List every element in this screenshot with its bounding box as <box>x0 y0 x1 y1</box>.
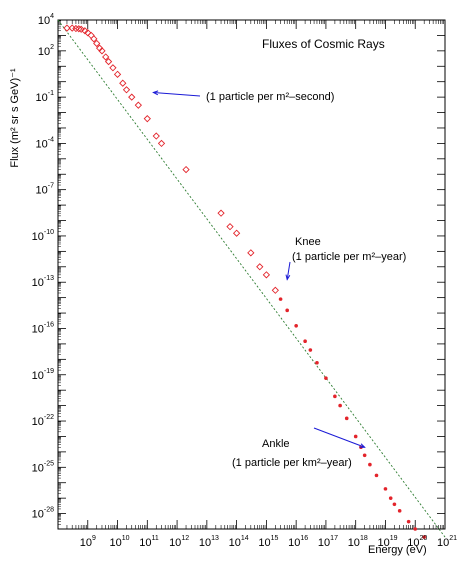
y-tick-label: 10-7 <box>36 183 55 197</box>
data-point-dot <box>362 453 367 458</box>
x-tick-label: 109 <box>80 535 96 549</box>
x-tick-label: 1011 <box>139 535 159 549</box>
data-point-dot <box>413 527 418 531</box>
data-point-dot <box>397 509 402 513</box>
y-tick-label: 102 <box>38 44 54 58</box>
data-point-dot <box>388 496 393 500</box>
data-point-dot <box>422 535 426 539</box>
x-tick-label: 1019 <box>377 535 397 549</box>
data-point-dot <box>374 473 379 478</box>
data-point-diamond <box>217 209 225 217</box>
annotation-arrowhead <box>285 274 291 281</box>
data-point-diamond <box>226 223 234 231</box>
x-tick-label: 1010 <box>110 535 130 549</box>
y-tick-label: 10-25 <box>32 460 54 474</box>
data-point-dot <box>303 339 307 343</box>
data-point-diamond <box>113 70 122 78</box>
y-tick-label: 10-13 <box>32 275 54 289</box>
data-point-diamond <box>87 31 95 40</box>
data-point-diamond <box>84 29 92 37</box>
data-point-diamond <box>81 27 89 35</box>
annotation-arrow-m2-year <box>286 261 291 280</box>
data-point-diamond <box>98 47 106 55</box>
data-point-dot <box>344 416 349 421</box>
plot-frame <box>57 19 446 530</box>
data-point-diamond <box>247 249 255 257</box>
x-tick-label: 1012 <box>169 535 189 549</box>
annotations: (1 particle per m²–second) Knee (1 parti… <box>152 90 406 469</box>
annotation-ankle: Ankle <box>262 438 290 450</box>
data-point-diamond <box>109 64 117 72</box>
chart-title: Fluxes of Cosmic Rays <box>262 37 385 51</box>
x-tick-label: 1014 <box>229 535 249 549</box>
annotation-arrow-m2-second <box>153 91 201 97</box>
annotation-arrowhead <box>359 443 366 448</box>
x-tick-label: 1018 <box>348 535 368 549</box>
data-point-dot <box>338 403 342 408</box>
data-point-diamond <box>75 25 83 33</box>
data-points <box>63 24 426 539</box>
data-point-diamond <box>93 39 101 48</box>
data-point-diamond <box>119 79 127 87</box>
x-axis-label: Energy (eV) <box>368 544 427 556</box>
annotation-knee: Knee <box>295 236 321 248</box>
data-point-diamond <box>232 229 241 237</box>
data-point-diamond <box>63 24 71 32</box>
data-point-diamond <box>104 57 113 66</box>
data-point-diamond <box>128 93 136 101</box>
data-point-dot <box>368 462 372 467</box>
data-point-diamond <box>271 286 279 294</box>
data-point-diamond <box>122 86 131 94</box>
x-tick-labels: 109 1010 1011 1012 1013 1014 1015 1016 1017 1018 1… <box>80 535 457 549</box>
data-point-diamond <box>262 271 271 279</box>
minor-ticks <box>58 20 444 529</box>
x-tick-label: 1021 <box>437 535 457 549</box>
x-tick-label: 1015 <box>258 535 278 549</box>
data-point-dot <box>406 519 411 524</box>
annotation-km2-year: (1 particle per km²–year) <box>232 457 352 469</box>
y-axis-label: Flux (m² sr s GeV)⁻¹ <box>9 68 21 168</box>
data-point-dot <box>308 348 313 352</box>
y-tick-label: 10-16 <box>32 321 54 335</box>
annotation-arrowhead <box>152 90 159 96</box>
data-point-dot <box>392 502 397 507</box>
x-tick-label: 1017 <box>318 535 338 549</box>
x-tick-label: 1016 <box>288 535 308 549</box>
data-point-dot <box>324 376 328 380</box>
data-point-dot <box>315 360 319 365</box>
data-point-diamond <box>77 25 85 33</box>
data-point-diamond <box>157 139 166 148</box>
annotation-arrow-ankle <box>313 427 365 448</box>
data-point-diamond <box>90 35 98 43</box>
data-point-diamond <box>102 53 110 61</box>
x-tick-label: 1013 <box>199 535 219 549</box>
data-point-dot <box>285 308 289 313</box>
annotation-m2-year: (1 particle per m²–year) <box>292 251 406 263</box>
data-point-diamond <box>143 115 151 123</box>
data-point-dot <box>383 487 388 491</box>
data-point-dot <box>294 323 298 328</box>
data-point-dot <box>278 297 283 301</box>
y-tick-label: 10-1 <box>36 90 55 104</box>
y-tick-label: 10-22 <box>32 414 54 428</box>
y-tick-label: 104 <box>38 13 54 27</box>
data-point-diamond <box>72 24 80 33</box>
y-tick-label: 10-10 <box>32 229 54 243</box>
data-point-dot <box>333 394 337 399</box>
data-point-diamond <box>256 263 264 271</box>
annotation-m2-second: (1 particle per m²–second) <box>206 91 334 103</box>
major-ticks <box>57 19 446 530</box>
y-tick-labels: 104 102 10-1 10-4 10-7 10-10 10-13 10-16 10-19 10… <box>32 13 54 521</box>
x-tick-label: 1020 <box>407 535 427 549</box>
data-point-diamond <box>152 132 160 140</box>
data-point-dot <box>353 434 358 439</box>
data-point-diamond <box>134 101 142 109</box>
data-point-diamond <box>182 165 190 174</box>
y-tick-label: 10-19 <box>32 368 54 382</box>
y-tick-label: 10-4 <box>36 136 55 150</box>
y-tick-label: 10-28 <box>32 507 54 521</box>
